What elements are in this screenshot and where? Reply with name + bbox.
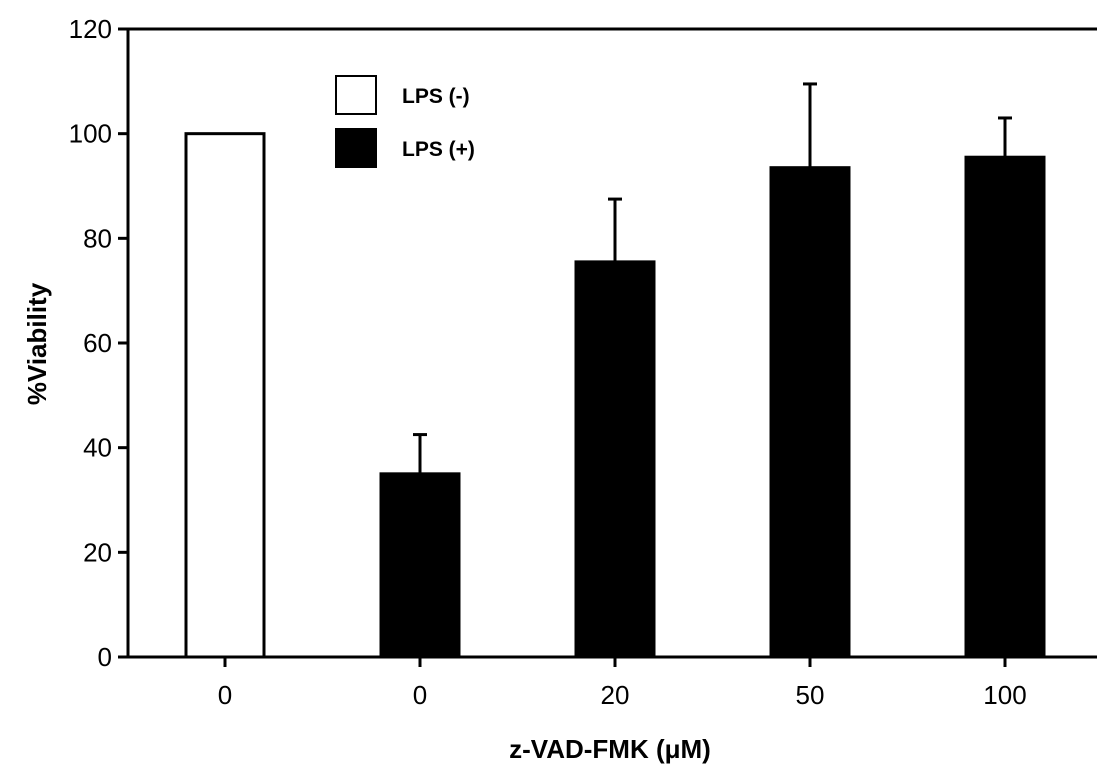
x-tick-label: 0 <box>413 680 427 710</box>
y-tick-label: 60 <box>83 328 112 358</box>
bar-series-1-cat-4 <box>964 155 1046 659</box>
legend-label-lps-minus: LPS (-) <box>402 85 470 108</box>
y-tick-label: 0 <box>98 642 112 672</box>
x-tick-label: 50 <box>796 680 825 710</box>
y-tick-label: 20 <box>83 537 112 567</box>
y-tick-label: 100 <box>69 119 112 149</box>
bar-series-1-cat-2 <box>574 260 656 659</box>
x-tick-label: 0 <box>218 680 232 710</box>
legend-swatch-lps-minus <box>335 75 377 115</box>
bar-series-0-cat-0 <box>184 132 266 659</box>
bar-series-1-cat-1 <box>379 472 461 659</box>
x-tick-label: 100 <box>983 680 1026 710</box>
legend-swatch-lps-plus <box>335 128 377 168</box>
y-axis-ticks: 0 20 40 60 80 100 120 <box>69 14 128 672</box>
y-axis-title: %Viability <box>22 282 52 405</box>
y-tick-label: 120 <box>69 14 112 44</box>
bar-series-1-cat-3 <box>769 166 851 659</box>
y-tick-label: 80 <box>83 223 112 253</box>
error-bars <box>413 82 1012 474</box>
x-axis-ticks: 0 0 20 50 100 <box>218 657 1027 710</box>
legend-label-lps-plus: LPS (+) <box>402 138 475 161</box>
y-tick-label: 40 <box>83 433 112 463</box>
x-axis-title: z-VAD-FMK (μM) <box>509 734 711 764</box>
x-tick-label: 20 <box>601 680 630 710</box>
legend: LPS (-) LPS (+) <box>335 75 475 168</box>
